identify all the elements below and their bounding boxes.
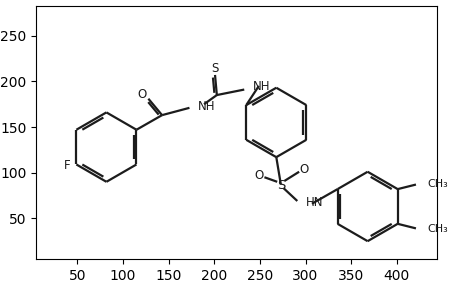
Text: F: F: [64, 159, 70, 172]
Text: NH: NH: [198, 99, 215, 113]
Text: S: S: [277, 179, 285, 192]
Text: O: O: [137, 88, 146, 101]
Text: NH: NH: [252, 80, 270, 93]
Text: CH₃: CH₃: [427, 224, 448, 234]
Text: O: O: [254, 169, 264, 182]
Text: S: S: [211, 62, 219, 75]
Text: CH₃: CH₃: [427, 179, 448, 189]
Text: HN: HN: [305, 196, 323, 209]
Text: O: O: [299, 162, 308, 175]
